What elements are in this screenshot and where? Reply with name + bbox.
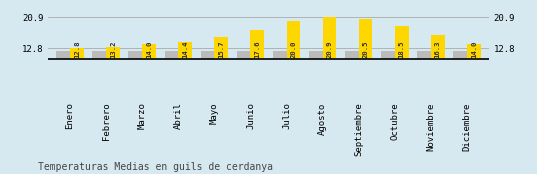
Text: 20.9: 20.9 <box>326 41 332 58</box>
Bar <box>164 51 178 59</box>
Bar <box>345 51 359 59</box>
Bar <box>323 17 336 59</box>
Bar <box>70 48 84 59</box>
Bar <box>417 51 431 59</box>
Text: 15.7: 15.7 <box>218 41 224 58</box>
Bar <box>250 30 264 59</box>
Bar <box>56 51 70 59</box>
Bar <box>359 19 373 59</box>
Bar <box>453 51 467 59</box>
Bar <box>142 44 156 59</box>
Bar <box>106 47 120 59</box>
Bar <box>178 42 192 59</box>
Text: 20.0: 20.0 <box>291 41 296 58</box>
Text: 17.6: 17.6 <box>255 41 260 58</box>
Bar <box>381 51 395 59</box>
Bar <box>214 37 228 59</box>
Bar <box>128 51 142 59</box>
Bar <box>273 51 287 59</box>
Text: 13.2: 13.2 <box>110 41 116 58</box>
Text: 14.0: 14.0 <box>471 41 477 58</box>
Text: 16.3: 16.3 <box>435 41 441 58</box>
Bar <box>287 21 300 59</box>
Bar <box>237 51 250 59</box>
Text: Temperaturas Medias en guils de cerdanya: Temperaturas Medias en guils de cerdanya <box>38 162 273 172</box>
Text: 18.5: 18.5 <box>398 41 405 58</box>
Text: 20.5: 20.5 <box>362 41 368 58</box>
Text: 14.4: 14.4 <box>182 41 188 58</box>
Bar <box>201 51 214 59</box>
Bar <box>395 26 409 59</box>
Bar <box>431 35 445 59</box>
Text: 14.0: 14.0 <box>146 41 152 58</box>
Bar <box>92 51 106 59</box>
Bar <box>309 51 323 59</box>
Text: 12.8: 12.8 <box>74 41 80 58</box>
Bar <box>467 44 481 59</box>
